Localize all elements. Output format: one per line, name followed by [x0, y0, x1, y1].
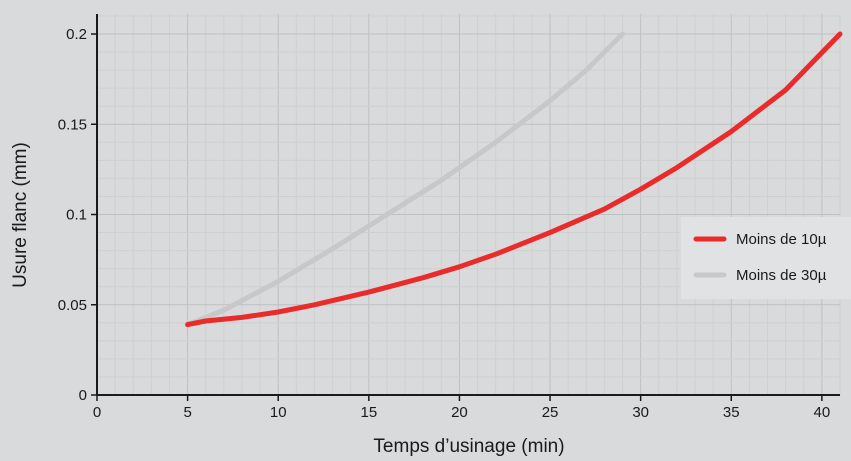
x-axis-title: Temps d’usinage (min)	[373, 436, 564, 457]
grid	[97, 14, 841, 395]
x-tick-label: 35	[723, 404, 740, 421]
y-tick-label: 0	[79, 387, 87, 404]
series-lines	[185, 31, 843, 328]
ticks: 0 5 10 15 20 25 30 35 40 0 0.05 0.1 0.15 0.2	[58, 26, 830, 421]
series-line-moins-de-10	[185, 31, 843, 328]
x-tick-label: 10	[270, 404, 287, 421]
x-tick-label: 0	[93, 404, 101, 421]
x-tick-label: 30	[632, 404, 649, 421]
legend: Moins de 10µ Moins de 30µ	[681, 217, 851, 299]
x-tick-label: 20	[451, 404, 468, 421]
y-tick-label: 0.15	[58, 116, 87, 133]
y-axis-title: Usure flanc (mm)	[10, 142, 31, 288]
y-tick-label: 0.05	[58, 297, 87, 314]
x-tick-label: 25	[542, 404, 559, 421]
x-tick-label: 5	[183, 404, 191, 421]
series-line-moins-de-30	[185, 31, 625, 328]
x-tick-label: 15	[360, 404, 377, 421]
legend-box	[681, 217, 851, 299]
y-tick-label: 0.1	[66, 207, 87, 224]
legend-label: Moins de 30µ	[736, 267, 827, 284]
y-tick-label: 0.2	[66, 26, 87, 43]
axes	[96, 14, 840, 396]
legend-label: Moins de 10µ	[736, 231, 827, 248]
x-tick-label: 40	[814, 404, 831, 421]
